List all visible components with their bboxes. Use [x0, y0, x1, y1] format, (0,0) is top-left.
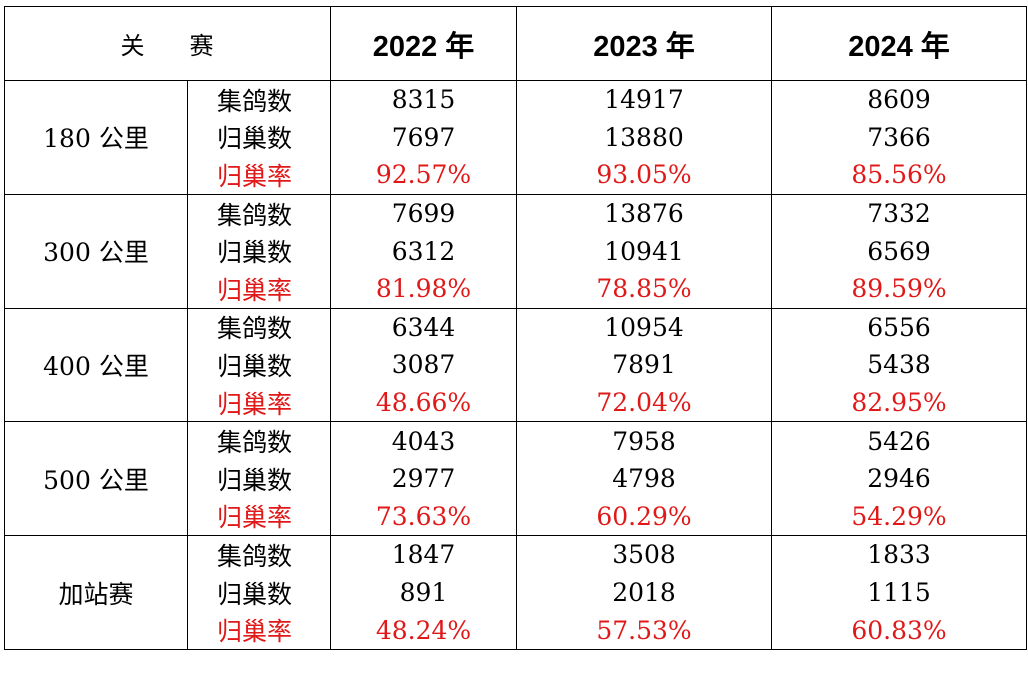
header-row: 关赛 2022 年 2023 年 2024 年 — [4, 6, 1027, 81]
header-year-2023: 2023 年 — [516, 6, 772, 81]
table-row: 归巢率 73.63% 60.29% 54.29% — [5, 497, 1027, 537]
race-category-cell: 加站赛 — [4, 535, 188, 650]
value-cell: 13880 — [516, 118, 772, 157]
value-cell: 3508 — [516, 535, 772, 574]
value-cell: 89.59% — [771, 269, 1027, 309]
table-row: 归巢数 891 2018 1115 — [5, 573, 1027, 612]
value-cell: 5438 — [771, 346, 1027, 384]
value-cell: 7366 — [771, 118, 1027, 157]
table-body: 180 公里 集鸽数 8315 14917 8609 归巢数 7697 13880 7366 归巢… — [4, 79, 1027, 650]
value-cell: 57.53% — [516, 611, 772, 650]
value-cell: 6556 — [771, 307, 1027, 347]
metric-label-cell: 归巢数 — [187, 459, 331, 498]
value-cell: 13876 — [516, 193, 772, 233]
value-cell: 73.63% — [330, 497, 517, 537]
table-row: 归巢数 3087 7891 5438 — [5, 346, 1027, 384]
metric-label-cell: 归巢率 — [187, 497, 331, 537]
header-race-label: 关赛 — [4, 6, 331, 81]
value-cell: 7697 — [330, 118, 517, 157]
metric-label-cell: 集鸽数 — [187, 421, 331, 460]
metric-label-cell: 归巢数 — [187, 346, 331, 384]
value-cell: 4798 — [516, 459, 772, 498]
race-category-cell: 500 公里 — [4, 421, 188, 537]
value-cell: 10941 — [516, 232, 772, 270]
race-category-cell: 300 公里 — [4, 193, 188, 309]
race-category-cell: 180 公里 — [4, 80, 188, 195]
header-year-2022: 2022 年 — [330, 6, 517, 81]
header-label-part1: 关 — [120, 32, 146, 60]
table-row: 归巢率 92.57% 93.05% 85.56% — [5, 156, 1027, 195]
header-label-part2: 赛 — [189, 32, 215, 60]
value-cell: 10954 — [516, 307, 772, 347]
table-row: 归巢数 6312 10941 6569 — [5, 232, 1027, 270]
value-cell: 7699 — [330, 193, 517, 233]
value-cell: 48.66% — [330, 383, 517, 423]
metric-label-cell: 归巢数 — [187, 232, 331, 270]
value-cell: 2018 — [516, 573, 772, 612]
value-cell: 60.29% — [516, 497, 772, 537]
race-category-cell: 400 公里 — [4, 307, 188, 423]
value-cell: 85.56% — [771, 156, 1027, 195]
table-row: 400 公里 集鸽数 6344 10954 6556 — [4, 307, 1027, 423]
metric-label-cell: 归巢率 — [187, 383, 331, 423]
value-cell: 891 — [330, 573, 517, 612]
value-cell: 8315 — [330, 79, 517, 119]
table-row: 归巢率 81.98% 78.85% 89.59% — [5, 269, 1027, 309]
value-cell: 6569 — [771, 232, 1027, 270]
metric-label-cell: 归巢率 — [187, 269, 331, 309]
value-cell: 2977 — [330, 459, 517, 498]
table-row: 500 公里 集鸽数 4043 7958 5426 — [4, 421, 1027, 537]
metric-label-cell: 集鸽数 — [187, 193, 331, 233]
value-cell: 1847 — [330, 535, 517, 574]
header-year-2024: 2024 年 — [771, 6, 1027, 81]
value-cell: 72.04% — [516, 383, 772, 423]
metric-label-cell: 集鸽数 — [187, 307, 331, 347]
value-cell: 2946 — [771, 459, 1027, 498]
metric-label-cell: 归巢率 — [187, 156, 331, 195]
value-cell: 7891 — [516, 346, 772, 384]
value-cell: 5426 — [771, 421, 1027, 460]
value-cell: 81.98% — [330, 269, 517, 309]
metric-label-cell: 集鸽数 — [187, 79, 331, 119]
table-row: 加站赛 集鸽数 1847 3508 1833 — [4, 535, 1027, 650]
value-cell: 54.29% — [771, 497, 1027, 537]
metric-label-cell: 归巢数 — [187, 118, 331, 157]
value-cell: 60.83% — [771, 611, 1027, 650]
value-cell: 6312 — [330, 232, 517, 270]
table-row: 180 公里 集鸽数 8315 14917 8609 — [4, 79, 1027, 195]
table-row: 归巢率 48.24% 57.53% 60.83% — [5, 611, 1027, 650]
value-cell: 92.57% — [330, 156, 517, 195]
value-cell: 93.05% — [516, 156, 772, 195]
value-cell: 48.24% — [330, 611, 517, 650]
value-cell: 4043 — [330, 421, 517, 460]
value-cell: 14917 — [516, 79, 772, 119]
value-cell: 7332 — [771, 193, 1027, 233]
value-cell: 7958 — [516, 421, 772, 460]
table-row: 归巢数 2977 4798 2946 — [5, 459, 1027, 498]
metric-label-cell: 归巢率 — [187, 611, 331, 650]
value-cell: 6344 — [330, 307, 517, 347]
table-row: 300 公里 集鸽数 7699 13876 7332 — [4, 193, 1027, 309]
value-cell: 3087 — [330, 346, 517, 384]
value-cell: 1833 — [771, 535, 1027, 574]
metric-label-cell: 集鸽数 — [187, 535, 331, 574]
value-cell: 1115 — [771, 573, 1027, 612]
value-cell: 78.85% — [516, 269, 772, 309]
pigeon-race-table: 关赛 2022 年 2023 年 2024 年 180 公里 集鸽数 8315 149… — [4, 6, 1027, 650]
value-cell: 8609 — [771, 79, 1027, 119]
metric-label-cell: 归巢数 — [187, 573, 331, 612]
table-row: 归巢数 7697 13880 7366 — [5, 118, 1027, 157]
value-cell: 82.95% — [771, 383, 1027, 423]
